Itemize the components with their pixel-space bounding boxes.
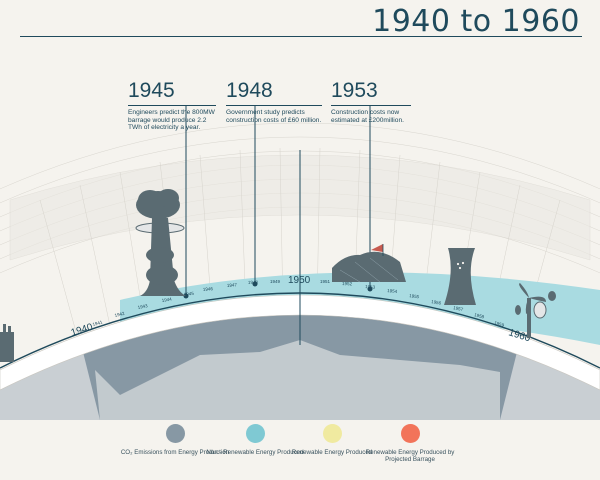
legend-item-co2: CO₂ Emissions from Energy Production bbox=[120, 424, 230, 456]
timeline-label-minor: 1942 bbox=[114, 311, 125, 318]
timeline-label-minor: 1955 bbox=[409, 293, 420, 299]
timeline-label-minor: 1959 bbox=[494, 320, 505, 328]
legend-item-barrage: Renewable Energy Produced by Projected B… bbox=[355, 424, 465, 464]
legend-item-renewable: Renewable Energy Produced bbox=[277, 424, 387, 456]
event-1953: 1953 Construction costs now estimated at… bbox=[331, 80, 411, 124]
event-description: Government study predicts construction c… bbox=[226, 109, 322, 124]
legend-swatch-co2 bbox=[165, 424, 185, 443]
legend-swatch-non-renewable bbox=[245, 424, 265, 443]
co2-area-shape bbox=[95, 340, 500, 420]
title-divider bbox=[20, 36, 582, 37]
coal-mine-icon bbox=[332, 244, 406, 283]
event-description: Engineers predict the 800MW barrage woul… bbox=[128, 109, 215, 132]
legend-label: CO₂ Emissions from Energy Production bbox=[120, 449, 230, 456]
timeline-label-minor: 1946 bbox=[203, 286, 214, 292]
event-rule bbox=[331, 105, 411, 106]
event-marker-1953 bbox=[367, 286, 373, 292]
event-1948: 1948 Government study predicts construct… bbox=[226, 80, 322, 124]
legend-label: Non - Renewable Energy Produced bbox=[206, 449, 304, 456]
timeline-label-minor: 1958 bbox=[474, 312, 485, 319]
event-year: 1948 bbox=[226, 79, 273, 102]
cooling-tower-icon bbox=[444, 248, 476, 305]
wind-turbine-icon bbox=[515, 283, 556, 338]
event-marker-1948 bbox=[252, 281, 258, 287]
event-1945: 1945 Engineers predict the 800MW barrage… bbox=[128, 80, 216, 132]
timeline-label-1950: 1950 bbox=[288, 275, 311, 286]
timeline-graphic: 1940 1950 1960 1941 1942 1943 1944 1945 … bbox=[0, 106, 600, 420]
timeline-label-minor: 1952 bbox=[342, 281, 353, 286]
timeline-label-minor: 1945 bbox=[184, 291, 195, 297]
event-rule bbox=[128, 105, 216, 106]
event-year: 1945 bbox=[128, 79, 175, 102]
timeline-label-minor: 1943 bbox=[137, 303, 148, 310]
factory-icon bbox=[0, 324, 14, 362]
legend-item-non-renewable: Non - Renewable Energy Produced bbox=[200, 424, 310, 456]
timeline-label-minor: 1957 bbox=[453, 305, 464, 312]
legend-swatch-renewable bbox=[322, 424, 342, 443]
timeline-label-minor: 1951 bbox=[320, 279, 331, 284]
timeline-label-minor: 1956 bbox=[431, 299, 442, 306]
timeline-label-minor: 1941 bbox=[92, 319, 103, 327]
timeline-label-minor: 1949 bbox=[270, 279, 281, 284]
legend: CO₂ Emissions from Energy Production Non… bbox=[0, 424, 600, 480]
event-description: Construction costs now estimated at £200… bbox=[331, 109, 404, 124]
timeline-label-minor: 1947 bbox=[227, 282, 238, 288]
event-year: 1953 bbox=[331, 79, 378, 102]
page-title: 1940 to 1960 bbox=[372, 4, 580, 39]
legend-label: Renewable Energy Produced bbox=[291, 449, 373, 456]
timeline-ring bbox=[0, 294, 600, 391]
mushroom-cloud-icon bbox=[135, 189, 186, 296]
timeline-label-minor: 1944 bbox=[161, 296, 172, 303]
event-rule bbox=[226, 105, 322, 106]
timeline-label-minor: 1954 bbox=[387, 288, 398, 294]
legend-label: Renewable Energy Produced by Projected B… bbox=[365, 449, 455, 464]
legend-swatch-barrage bbox=[400, 424, 420, 443]
